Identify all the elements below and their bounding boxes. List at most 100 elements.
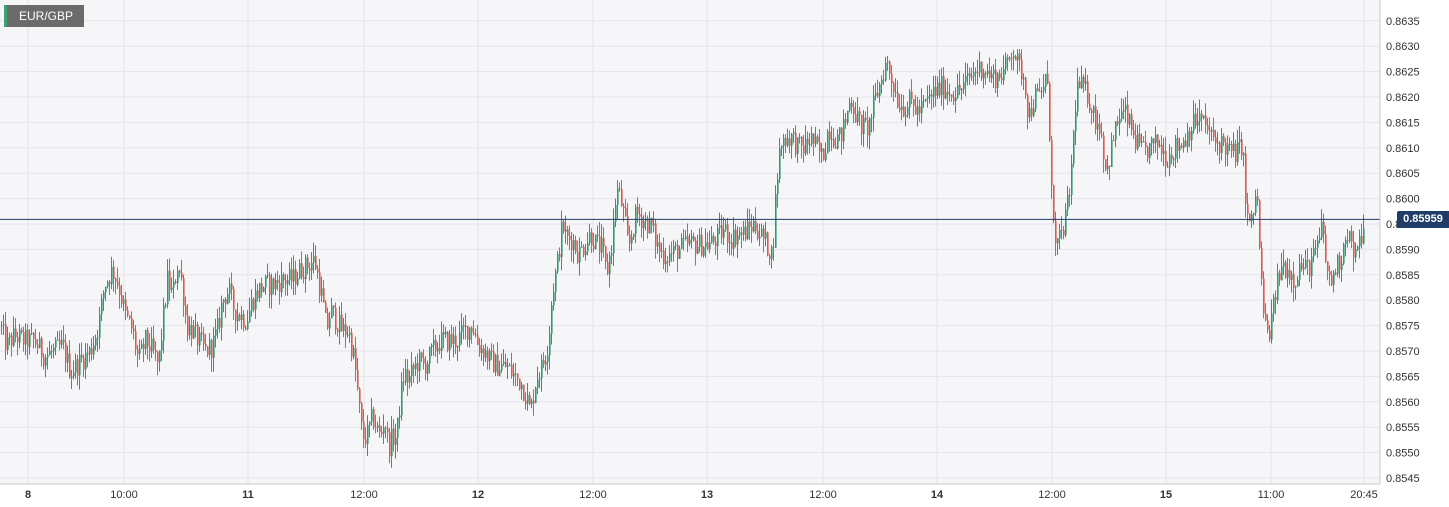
candle-down [327,312,329,329]
candle-up [723,229,725,238]
candle-down [823,148,825,161]
candle-up [781,145,783,149]
x-tick-label: 10:00 [110,489,138,501]
candle-down [1047,73,1049,84]
candle-down [911,91,913,99]
candle-down [769,255,771,260]
symbol-badge[interactable]: EUR/GBP [4,5,84,27]
candle-down [27,330,29,348]
candle-up [1237,142,1239,162]
candle-down [493,351,495,373]
candle-up [509,364,511,366]
candle-down [517,373,519,379]
candle-down [43,357,45,366]
candle-down [1049,83,1051,141]
candle-down [969,73,971,78]
candle-down [1133,130,1135,136]
candle-down [129,315,131,318]
candle-down [715,241,717,247]
candle-up [1151,138,1153,144]
candle-down [35,338,37,345]
candle-down [131,317,133,329]
y-tick-label: 0.8635 [1386,16,1420,28]
x-tick-label: 12:00 [809,489,837,501]
candle-down [253,298,255,310]
candle-up [395,437,397,445]
candle-down [813,133,815,144]
candle-up [1341,263,1343,271]
candle-up [1355,249,1357,258]
candle-up [255,290,257,310]
candle-up [405,369,407,383]
candle-up [777,179,779,195]
candle-up [9,335,11,338]
candle-up [665,261,667,265]
candle-down [1001,77,1003,81]
candle-up [401,381,403,416]
candle-down [147,329,149,347]
candle-down [947,91,949,95]
candle-up [549,333,551,356]
candle-down [701,234,703,256]
candle-down [15,328,17,337]
candle-up [797,137,799,155]
candle-up [705,242,707,248]
candle-down [559,253,561,258]
candle-down [1231,143,1233,151]
candle-up [697,247,699,254]
candle-down [373,409,375,428]
y-tick-label: 0.8565 [1386,371,1420,383]
candle-down [355,348,357,370]
candle-down [785,137,787,146]
candle-down [841,127,843,142]
candle-down [651,217,653,226]
candle-up [527,395,529,404]
candle-up [1129,114,1131,125]
candle-up [1,325,3,327]
candle-up [961,89,963,91]
candle-up [47,355,49,358]
candle-up [1097,123,1099,130]
candle-down [1061,229,1063,231]
candle-up [611,253,613,256]
candle-down [891,74,893,84]
y-tick-label: 0.8570 [1386,346,1420,358]
candle-down [637,206,639,215]
candle-up [779,148,781,180]
candle-up [237,314,239,322]
candle-up [815,136,817,144]
candle-up [163,305,165,341]
candle-up [399,415,401,418]
candle-down [1223,135,1225,143]
candle-up [1035,88,1037,109]
candle-down [1209,130,1211,132]
candle-up [159,350,161,363]
candle-down [1139,133,1141,143]
candle-down [219,317,221,328]
candle-down [1011,57,1013,59]
candle-up [737,235,739,245]
candle-up [1029,108,1031,118]
candle-up [1277,272,1279,301]
candle-up [873,95,875,118]
candle-up [1251,214,1253,222]
candle-up [573,239,575,251]
candle-down [757,230,759,239]
candle-down [543,360,545,365]
candle-down [1195,113,1197,126]
candle-down [829,131,831,140]
candle-down [1215,137,1217,144]
candle-down [291,269,293,282]
candle-down [17,336,19,343]
candle-up [1297,279,1299,287]
candle-up [587,242,589,252]
candle-down [667,261,669,263]
candle-down [505,361,507,367]
candle-up [787,138,789,146]
candle-up [761,228,763,237]
candle-up [825,153,827,161]
candle-down [995,69,997,88]
candle-up [1057,238,1059,244]
candle-down [1323,221,1325,235]
